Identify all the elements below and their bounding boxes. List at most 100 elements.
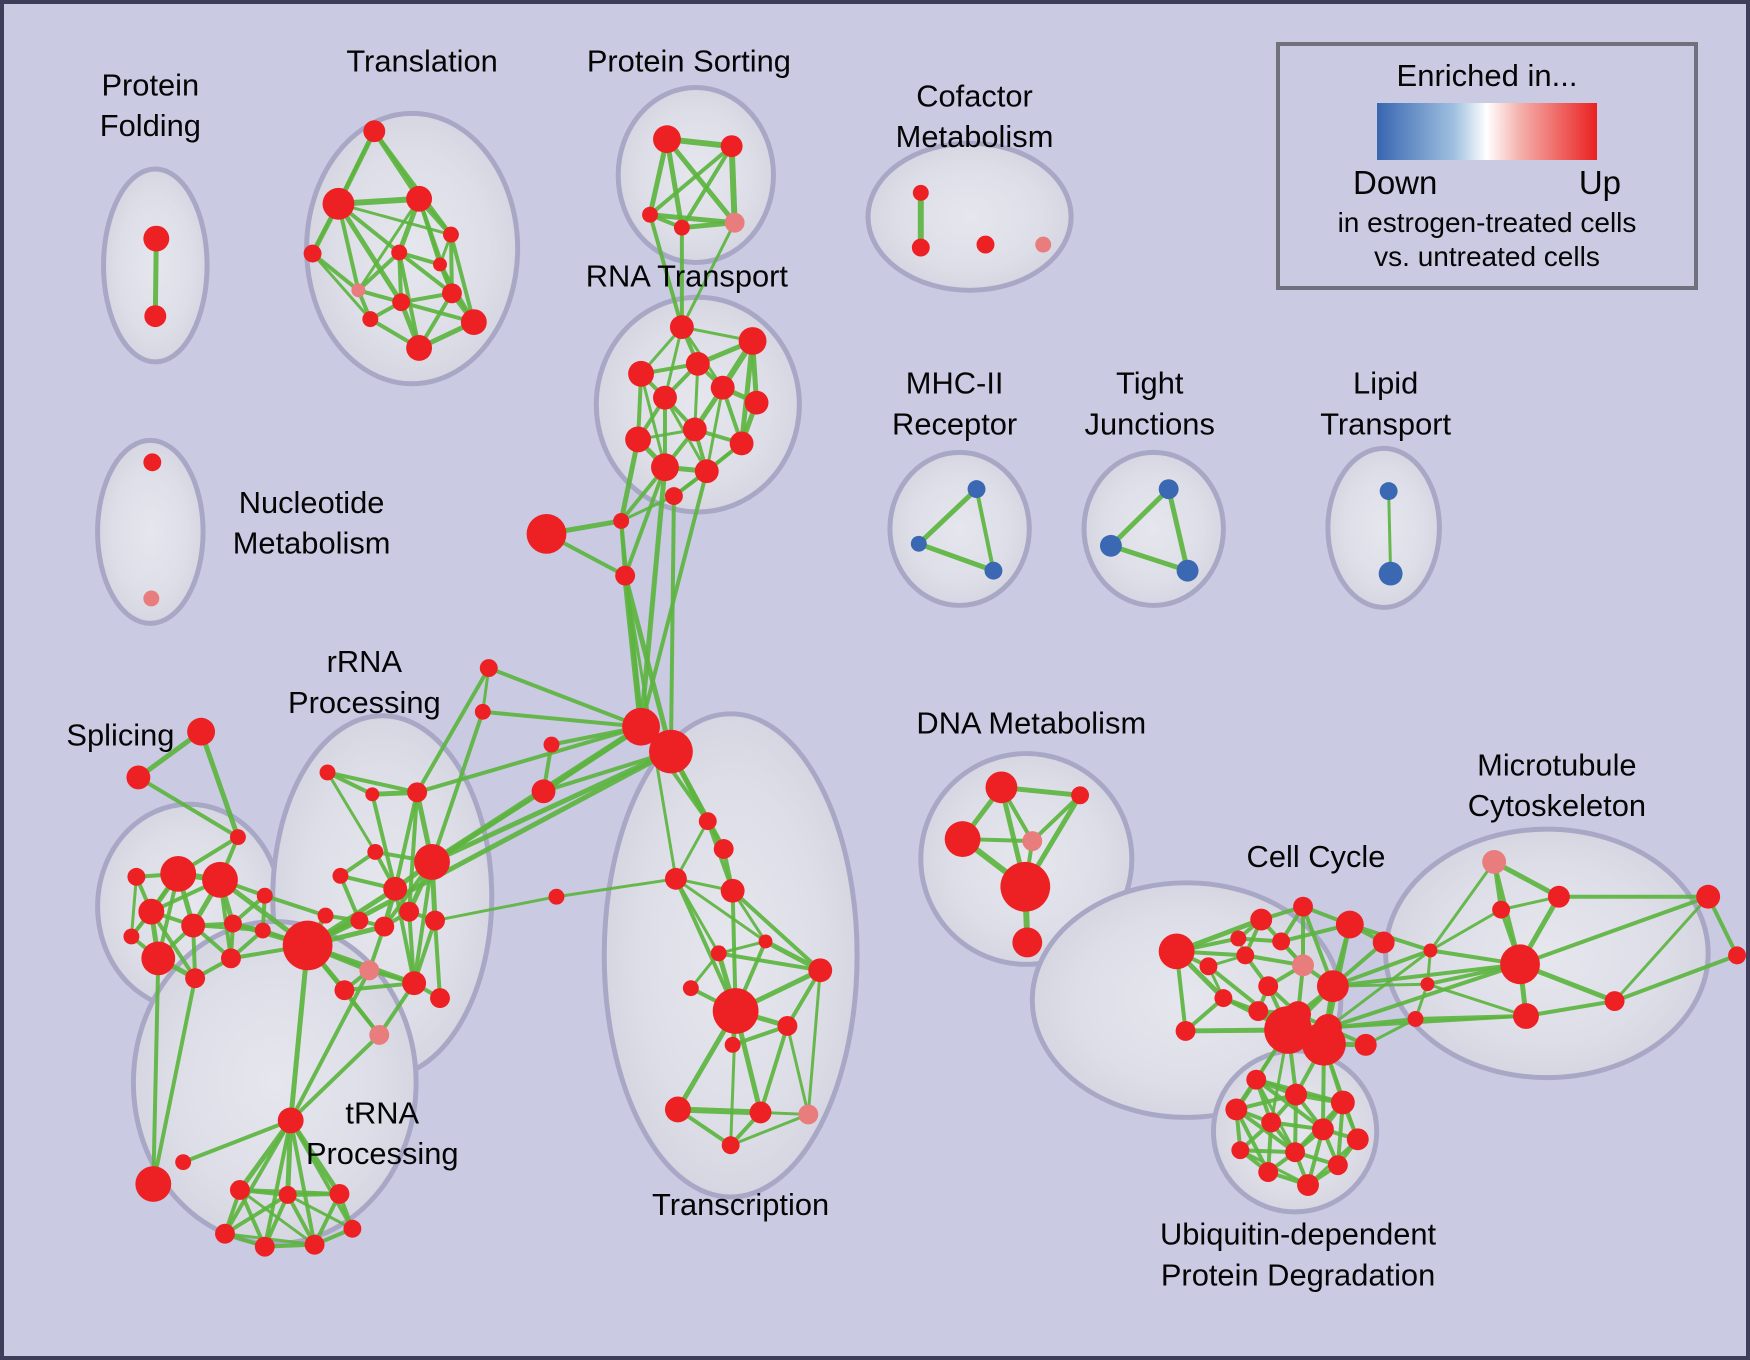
edge-microtubule-cytoskeleton bbox=[1613, 895, 1710, 1003]
node-up bbox=[278, 1186, 297, 1204]
node-up bbox=[615, 565, 636, 586]
edge-rrna-processing bbox=[393, 791, 420, 890]
edge-protein-sorting bbox=[665, 137, 737, 225]
node-up bbox=[442, 226, 459, 243]
edge-rrna-processing bbox=[433, 920, 442, 999]
link-protein-sorting--rna-transport bbox=[680, 222, 736, 328]
node-up bbox=[721, 1136, 740, 1155]
link-connectors--rrna-processing bbox=[306, 749, 673, 948]
node-up bbox=[143, 453, 162, 472]
node-up bbox=[123, 928, 140, 945]
edge-transcription bbox=[674, 820, 710, 880]
link-rna-transport--connectors bbox=[623, 466, 667, 577]
node-up bbox=[1000, 861, 1051, 912]
node-up bbox=[1236, 946, 1255, 965]
edge-transcription bbox=[731, 889, 822, 972]
node-up bbox=[317, 907, 334, 924]
link-rna-transport--connectors bbox=[618, 438, 641, 522]
link-rrna-processing--trna-processing bbox=[288, 945, 311, 1121]
cluster-label-trna-processing: tRNA bbox=[345, 1095, 419, 1130]
node-up bbox=[160, 855, 197, 892]
link-splicing--rrna-processing bbox=[264, 893, 327, 918]
node-up bbox=[391, 244, 408, 261]
node-up bbox=[1225, 1098, 1248, 1121]
cluster-ellipse-lipid-transport bbox=[1325, 445, 1442, 610]
cluster-label-transcription: Transcription bbox=[652, 1187, 829, 1222]
edge-translation bbox=[449, 234, 476, 323]
link-connectors--rrna-processing bbox=[434, 895, 557, 923]
node-up bbox=[664, 487, 683, 506]
node-down bbox=[967, 480, 986, 499]
edge-trna-processing bbox=[262, 1119, 293, 1248]
edge-trna-processing bbox=[223, 1193, 289, 1236]
node-up bbox=[777, 1016, 798, 1036]
edge-protein-sorting bbox=[649, 212, 735, 226]
node-up bbox=[985, 771, 1018, 804]
node-up bbox=[406, 185, 433, 212]
node-up bbox=[1316, 970, 1349, 1003]
node-up bbox=[694, 459, 719, 484]
node-up bbox=[664, 1096, 691, 1123]
node-up bbox=[392, 293, 411, 312]
node-up bbox=[758, 934, 773, 949]
node-up bbox=[202, 861, 238, 898]
edge-transcription bbox=[718, 940, 766, 955]
edge-cell-cycle bbox=[1332, 948, 1432, 989]
edge-translation bbox=[397, 250, 454, 295]
edge-protein-sorting bbox=[728, 146, 738, 223]
edge-transcription bbox=[806, 970, 822, 1115]
node-up bbox=[744, 390, 769, 415]
label-layer: Protein Folding Translation Protein Sorting… bbox=[66, 44, 1646, 1293]
node-up bbox=[254, 1236, 275, 1257]
node-up-weak bbox=[143, 590, 160, 607]
node-up bbox=[944, 821, 981, 857]
node-up-weak bbox=[724, 212, 745, 233]
node-down bbox=[1378, 561, 1403, 586]
node-up bbox=[1604, 991, 1625, 1012]
node-up bbox=[143, 225, 170, 252]
node-up bbox=[1231, 1141, 1250, 1160]
node-up bbox=[664, 867, 687, 890]
node-up bbox=[1199, 957, 1218, 976]
link-connectors--rrna-processing bbox=[430, 711, 485, 863]
node-up bbox=[322, 187, 355, 220]
edge-trna-processing bbox=[288, 1119, 355, 1230]
node-up bbox=[334, 980, 355, 1001]
edge-protein-sorting bbox=[680, 145, 734, 229]
node-up bbox=[1372, 931, 1395, 954]
node-up-weak bbox=[1022, 831, 1043, 851]
cluster-label-dna-metabolism: DNA Metabolism bbox=[916, 706, 1146, 741]
link-rna-transport--connectors bbox=[639, 470, 709, 728]
edge-translation bbox=[357, 251, 401, 292]
cluster-label-tight-junctions: Tight bbox=[1116, 366, 1184, 401]
node-down bbox=[984, 561, 1003, 580]
node-layer bbox=[123, 120, 1746, 1257]
node-up bbox=[1547, 885, 1570, 908]
node-up bbox=[1513, 1003, 1539, 1029]
link-rrna-processing--trna-processing bbox=[288, 969, 372, 1122]
cluster-label-nucleotide-metabolism: Nucleotide bbox=[239, 485, 385, 520]
link-protein-sorting--rna-transport bbox=[648, 214, 684, 328]
node-up bbox=[319, 764, 336, 781]
edge-transcription bbox=[675, 877, 767, 943]
edge-splicing-satellite bbox=[137, 775, 239, 839]
edge-protein-folding bbox=[152, 238, 159, 317]
edge-rna-transport bbox=[639, 373, 667, 468]
edge-translation bbox=[311, 252, 372, 321]
link-rna-transport--connectors bbox=[638, 467, 668, 727]
node-up bbox=[138, 898, 165, 925]
node-up bbox=[653, 385, 677, 410]
node-up bbox=[474, 703, 491, 720]
node-up bbox=[543, 736, 560, 753]
node-up bbox=[531, 779, 556, 804]
node-up bbox=[1261, 1112, 1282, 1133]
link-connectors--rrna-processing bbox=[415, 667, 491, 794]
edge-transcription bbox=[730, 1113, 809, 1147]
cluster-label-microtubule-cytoskeleton: Cytoskeleton bbox=[1468, 788, 1646, 823]
edge-connectors bbox=[622, 575, 645, 728]
link-microtubule-cytoskeleton--cell-cycle bbox=[1327, 1014, 1527, 1030]
edge-rrna-processing bbox=[326, 771, 377, 853]
link-connectors--rrna-processing bbox=[416, 724, 642, 795]
cluster-label-microtubule-cytoskeleton: Microtubule bbox=[1477, 747, 1636, 782]
cluster-ellipse-cofactor-metabolism bbox=[865, 140, 1074, 293]
